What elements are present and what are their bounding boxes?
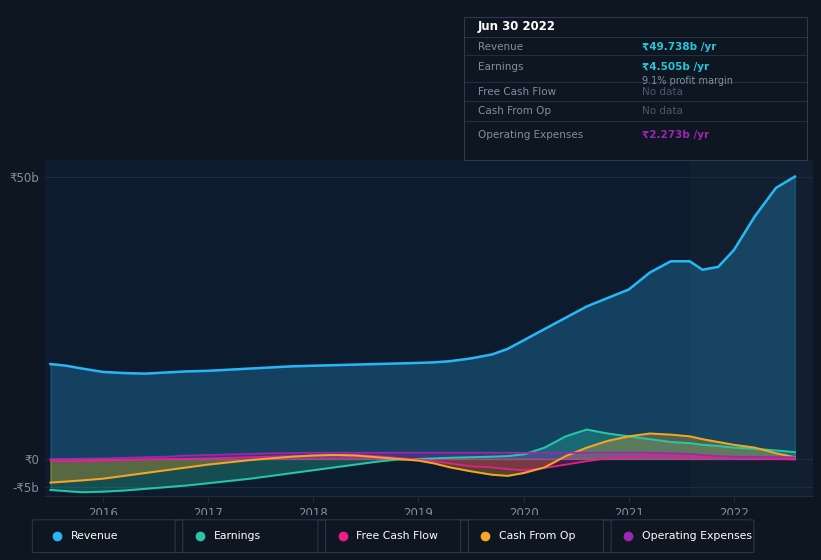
Text: Operating Expenses: Operating Expenses [478,129,583,139]
Bar [690,160,813,496]
Text: Revenue: Revenue [71,531,118,541]
Text: Earnings: Earnings [478,62,523,72]
Text: Jun 30 2022: Jun 30 2022 [478,20,556,33]
Text: Revenue: Revenue [478,42,523,52]
Text: Free Cash Flow: Free Cash Flow [356,531,438,541]
Text: Cash From Op: Cash From Op [499,531,576,541]
Text: No data: No data [642,87,683,97]
Text: ₹4.505b /yr: ₹4.505b /yr [642,62,709,72]
Text: Cash From Op: Cash From Op [478,106,551,116]
Text: Earnings: Earnings [213,531,261,541]
Text: ₹49.738b /yr: ₹49.738b /yr [642,42,717,52]
Text: Operating Expenses: Operating Expenses [642,531,752,541]
Text: No data: No data [642,106,683,116]
Text: ₹2.273b /yr: ₹2.273b /yr [642,129,709,139]
Text: 9.1% profit margin: 9.1% profit margin [642,76,733,86]
Text: Free Cash Flow: Free Cash Flow [478,87,556,97]
